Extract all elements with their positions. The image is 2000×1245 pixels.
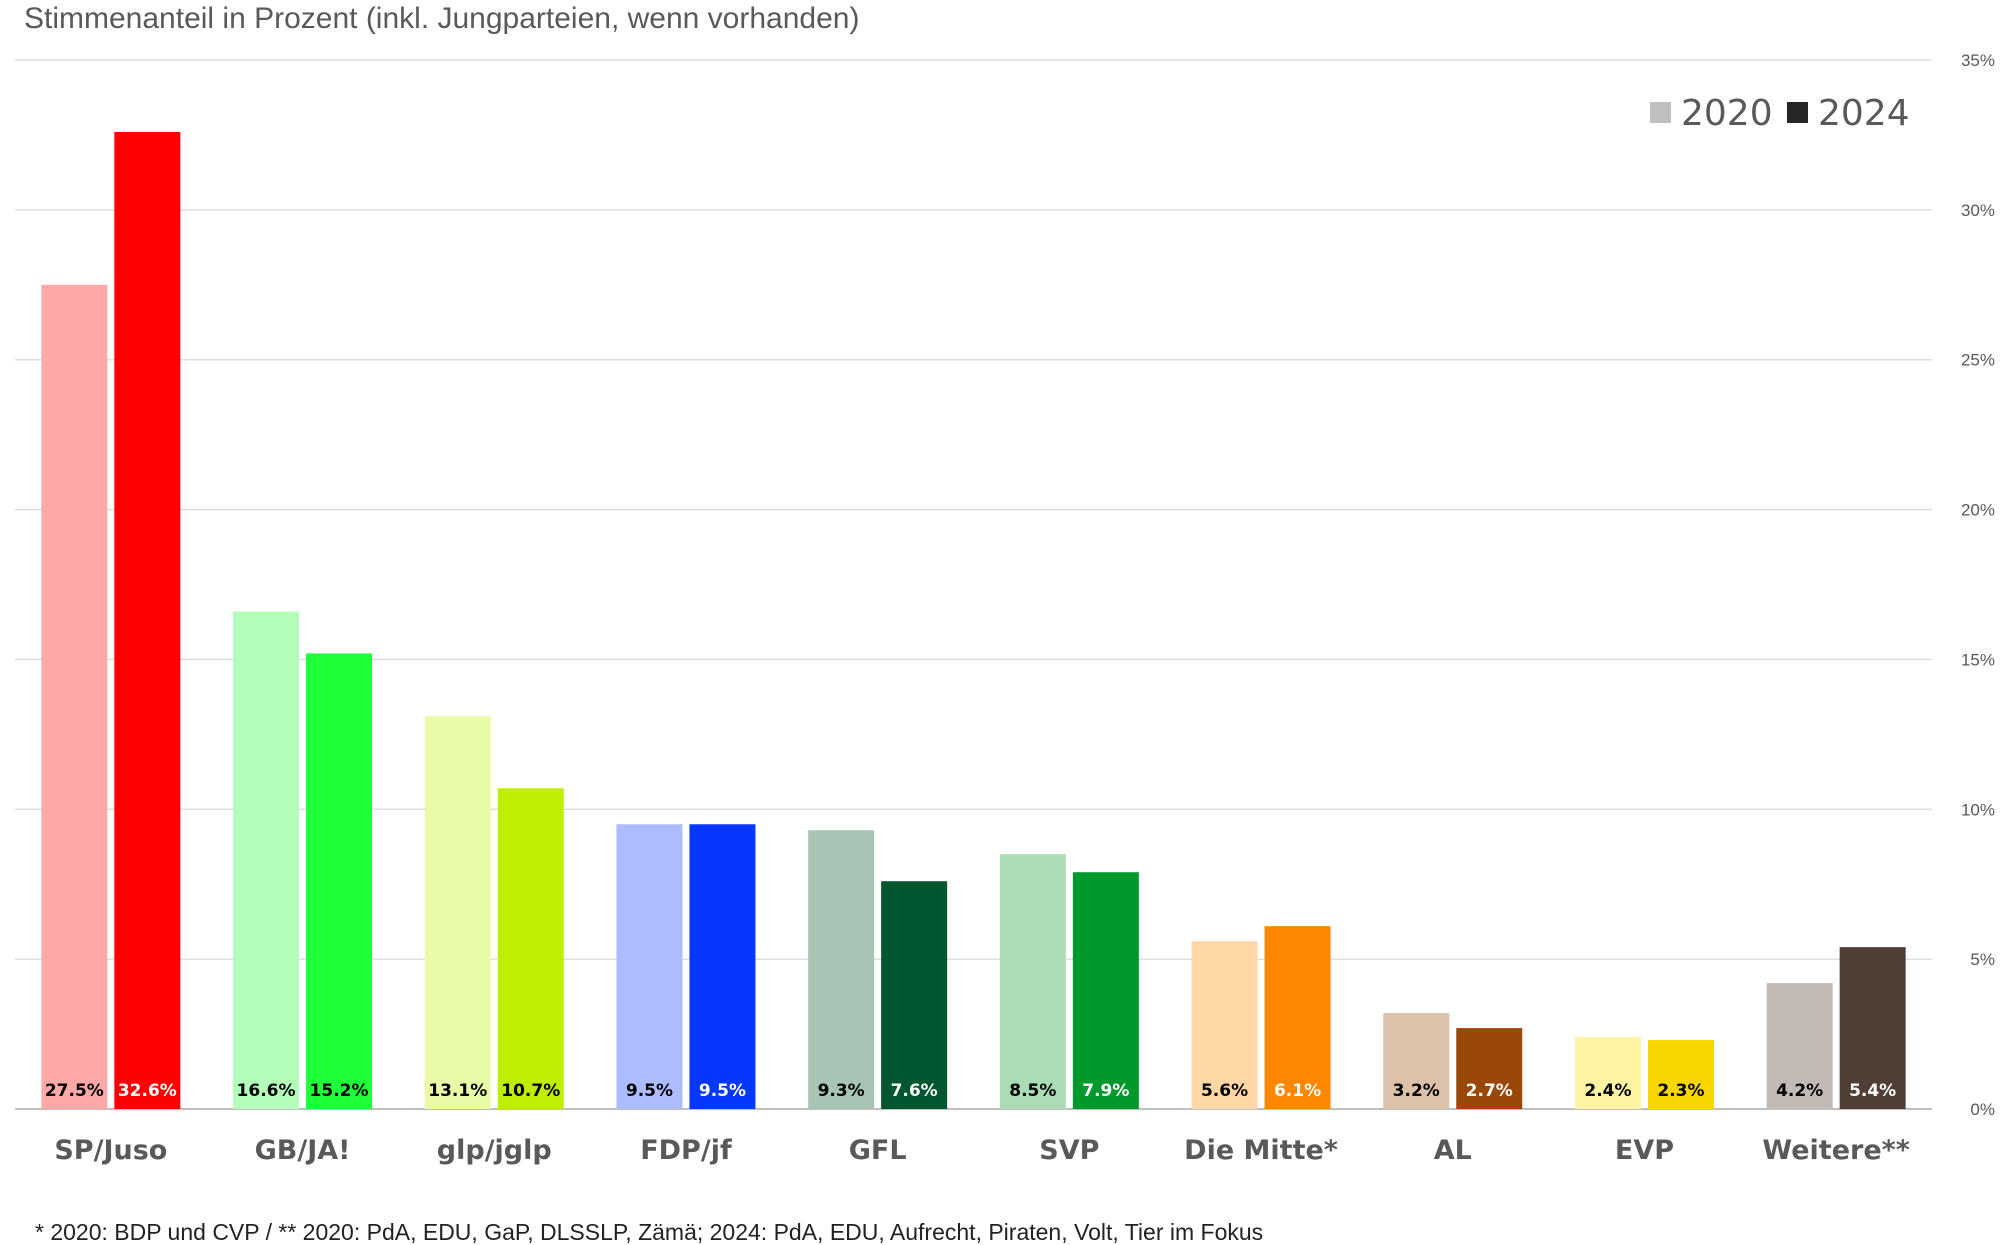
y-tick-label: 15% [1961,650,1995,669]
y-axis-ticks: 0% 5% 10% 15% 20% 25% 30% 35% [1961,51,1995,1119]
bar-2020-10 [1766,983,1833,1109]
bar-2020-9 [1574,1037,1641,1109]
y-tick-label: 5% [1970,950,1995,969]
y-tick-label: 35% [1961,51,1995,70]
data-label: 5.4% [1849,1081,1896,1101]
legend-swatch [1787,102,1808,123]
data-label: 7.6% [891,1081,938,1101]
bar-2024-3 [497,788,564,1109]
y-tick-label: 10% [1961,800,1995,819]
category-label: SVP [1039,1135,1099,1166]
data-labels: 27.5% 32.6% 16.6% 15.2% 13.1% 10.7% 9.5% 9.5% 9.… [45,1081,1896,1101]
legend-label: 2024 [1818,93,1910,134]
category-label: SP/Juso [54,1135,167,1166]
data-label: 13.1% [428,1081,487,1101]
y-tick-label: 20% [1961,501,1995,520]
gridlines [15,59,1932,1110]
category-label: glp/jglp [437,1135,552,1166]
data-label: 4.2% [1776,1081,1823,1101]
data-label: 6.1% [1274,1081,1321,1101]
data-label: 7.9% [1082,1081,1129,1101]
data-label: 16.6% [237,1081,296,1101]
data-label: 3.2% [1393,1081,1440,1101]
bars [41,131,1906,1110]
data-label: 2.4% [1584,1081,1631,1101]
y-tick-label: 30% [1961,201,1995,220]
category-label: Die Mitte* [1184,1135,1338,1166]
data-label: 15.2% [310,1081,369,1101]
data-label: 5.6% [1201,1081,1248,1101]
data-label: 9.3% [818,1081,865,1101]
category-label: GB/JA! [255,1135,351,1166]
bar-2024-10 [1839,947,1906,1109]
bar-2024-2 [306,653,373,1109]
bar-2020-8 [1383,1013,1450,1109]
data-label: 8.5% [1009,1081,1056,1101]
category-label: EVP [1615,1135,1674,1166]
bar-2020-7 [1191,941,1258,1109]
y-tick-label: 25% [1961,351,1995,370]
data-label: 27.5% [45,1081,104,1101]
bar-2020-5 [808,830,875,1109]
legend: 2020 2024 [1650,93,1910,134]
bar-2024-6 [1072,872,1139,1109]
bar-2020-6 [999,854,1066,1109]
legend-label: 2020 [1681,93,1773,134]
category-label: AL [1434,1135,1472,1166]
bar-2020-3 [424,716,491,1109]
bar-2024-8 [1456,1028,1523,1109]
chart-title: Stimmenanteil in Prozent (inkl. Jungpart… [24,2,859,35]
legend-swatch [1650,102,1671,123]
data-label: 9.5% [699,1081,746,1101]
bar-2024-7 [1264,926,1331,1109]
bar-2020-2 [233,611,300,1109]
y-tick-label: 0% [1970,1100,1995,1119]
data-label: 2.7% [1466,1081,1513,1101]
bar-2024-1 [114,131,181,1110]
bar-2024-9 [1647,1040,1714,1109]
category-label: Weitere** [1762,1135,1909,1166]
bar-2020-1 [41,284,108,1109]
data-label: 10.7% [501,1081,560,1101]
x-axis-categories: SP/Juso GB/JA! glp/jglp FDP/jf GFL SVP Die Mit… [54,1135,1910,1166]
data-label: 2.3% [1657,1081,1704,1101]
footnote: * 2020: BDP und CVP / ** 2020: PdA, EDU,… [35,1219,1263,1245]
category-label: GFL [849,1135,907,1166]
bar-2024-5 [881,881,948,1109]
bar-2020-4 [616,824,683,1109]
category-label: FDP/jf [640,1135,732,1166]
data-label: 32.6% [118,1081,177,1101]
data-label: 9.5% [626,1081,673,1101]
bar-2024-4 [689,824,756,1109]
